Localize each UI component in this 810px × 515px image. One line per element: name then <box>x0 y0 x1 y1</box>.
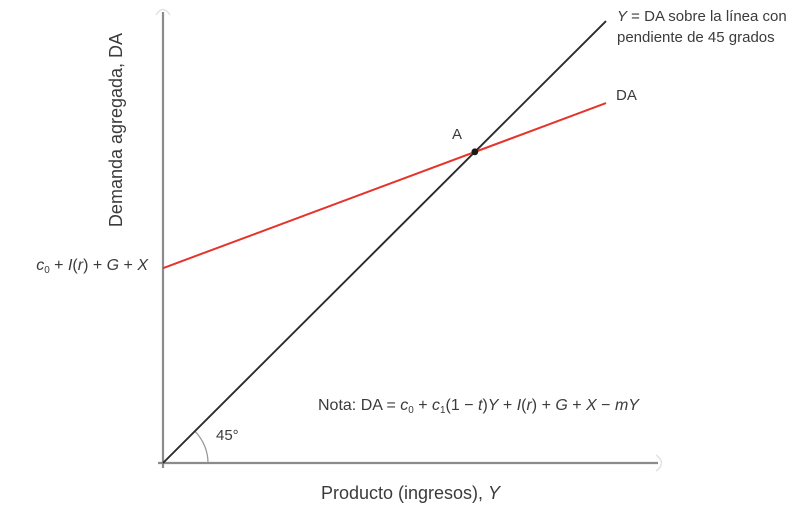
note-formula: Nota: DA = c0 + c1(1 − t)Y + I(r) + G + … <box>318 397 639 417</box>
x-axis-arrowhead <box>655 454 663 472</box>
da-curve <box>162 102 607 270</box>
y-axis-title: Demanda agregada, DA <box>106 32 126 228</box>
equilibrium-point-dot <box>471 148 479 156</box>
angle-arc <box>194 430 209 464</box>
line-45-label-line1: Y = DA sobre la línea con <box>617 8 787 25</box>
da-curve-label: DA <box>616 87 637 104</box>
x-axis-title: Producto (ingresos), Y <box>320 483 501 503</box>
line-45-label: Y = DA sobre la línea con pendiente de 4… <box>617 6 787 48</box>
point-a-label: A <box>452 126 463 143</box>
da-intercept-label: c0 + I(r) + G + X <box>36 257 148 277</box>
angle-45-label: 45° <box>216 427 239 444</box>
line-45-label-line2: pendiente de 45 grados <box>617 29 775 46</box>
y-axis-arrowhead <box>155 8 171 16</box>
line-45-degree <box>162 20 607 464</box>
